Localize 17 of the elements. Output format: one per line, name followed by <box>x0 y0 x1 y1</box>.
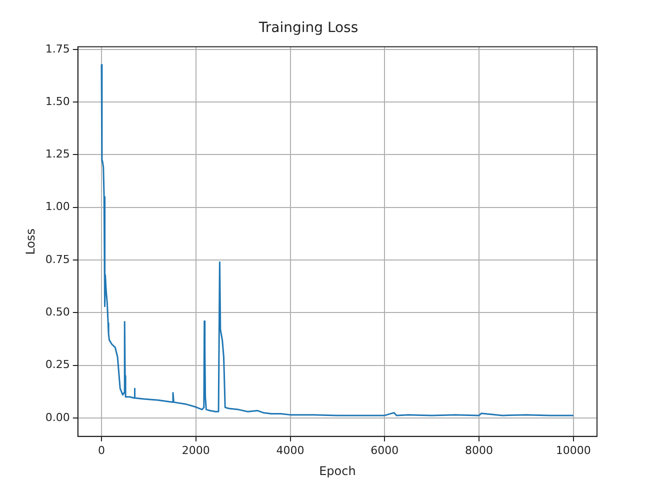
y-tick-label: 0.25 <box>45 358 70 372</box>
x-tick-label: 0 <box>98 444 105 457</box>
y-tick-label: 1.00 <box>45 200 70 214</box>
x-tick-label: 10000 <box>556 444 591 457</box>
x-tick-label: 8000 <box>465 444 494 457</box>
chart-title: Trainging Loss <box>258 20 358 36</box>
y-tick-label: 0.00 <box>45 410 70 424</box>
x-tick-label: 4000 <box>276 444 304 457</box>
x-tick-label: 6000 <box>370 444 399 457</box>
y-tick-label: 0.75 <box>45 252 70 266</box>
x-axis-title: Epoch <box>319 464 356 478</box>
y-axis-title: Loss <box>23 228 38 255</box>
y-tick-label: 0.50 <box>45 306 70 319</box>
y-tick-label: 1.50 <box>45 94 70 108</box>
x-tick-label: 2000 <box>182 444 210 457</box>
y-tick-label: 1.75 <box>45 42 70 56</box>
y-tick-label: 1.25 <box>45 148 70 161</box>
